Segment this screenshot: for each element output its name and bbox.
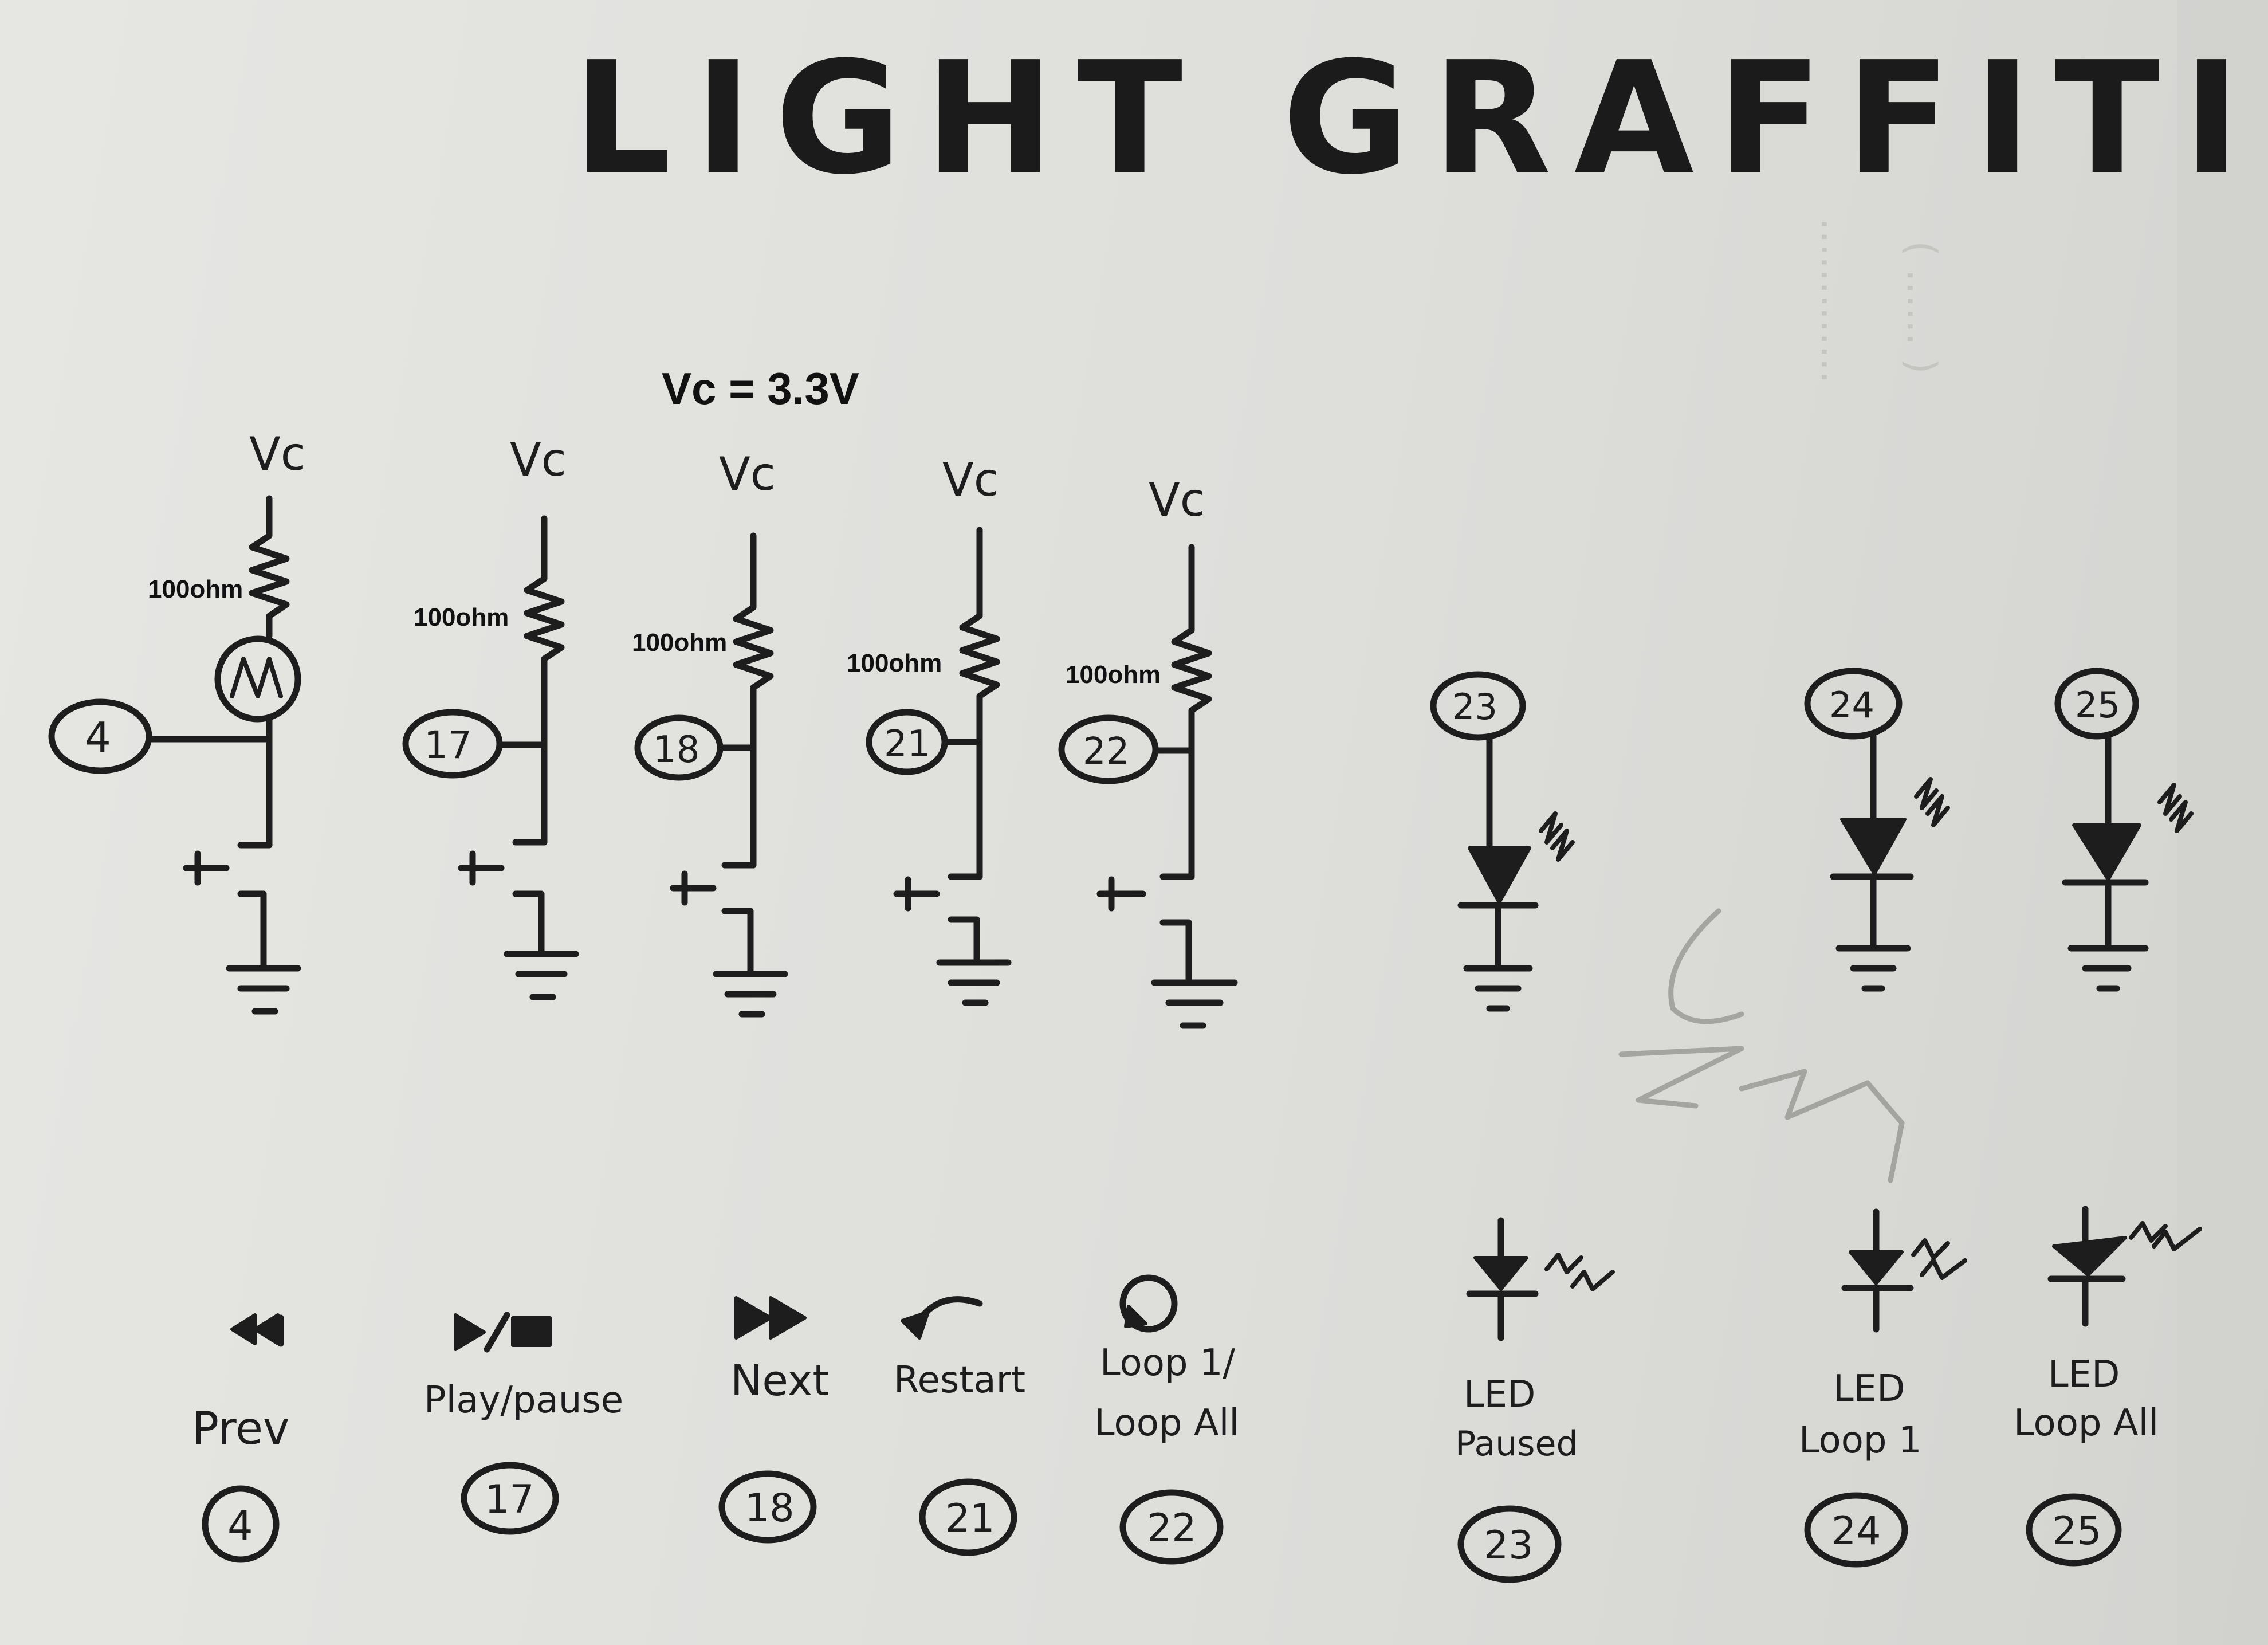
pin-label-25: 25 bbox=[2075, 684, 2120, 726]
vc-label: Vc bbox=[942, 453, 999, 507]
pin-label-18: 18 bbox=[653, 729, 699, 771]
vc-label: Vc bbox=[1149, 473, 1205, 527]
supply-voltage-note: Vc = 3.3V bbox=[662, 363, 859, 414]
page-title: LIGHT GRAFFITI bbox=[573, 28, 2263, 209]
led-symbol-icon bbox=[1466, 1217, 1615, 1341]
pin-label-17: 17 bbox=[424, 723, 472, 767]
legend-pin: 4 bbox=[227, 1502, 253, 1549]
legend-label-line2: Loop All bbox=[2014, 1402, 2159, 1444]
legend-pin: 24 bbox=[1831, 1509, 1881, 1554]
legend-label: LED bbox=[1464, 1373, 1535, 1416]
pin-label-24: 24 bbox=[1829, 684, 1874, 726]
legend-item-loop: Loop 1/ Loop All 22 bbox=[1094, 1274, 1239, 1565]
svg-text:.............: ............. bbox=[1812, 218, 1859, 383]
legend-label: Loop 1/ bbox=[1100, 1342, 1236, 1384]
led-symbol-icon bbox=[2047, 1206, 2202, 1327]
resistor-label: 100ohm bbox=[1066, 661, 1161, 689]
legend-pin: 25 bbox=[2052, 1509, 2102, 1554]
pin-label-22: 22 bbox=[1083, 731, 1129, 773]
loop-icon bbox=[1119, 1274, 1178, 1333]
legend-pin: 22 bbox=[1147, 1506, 1197, 1551]
vc-label: Vc bbox=[249, 427, 306, 481]
button-circuit-pin-18: Vc 18 100ohm bbox=[632, 447, 788, 1018]
led-symbol-icon bbox=[1841, 1208, 1967, 1333]
legend-pin: 17 bbox=[485, 1477, 534, 1522]
vc-label: Vc bbox=[510, 433, 567, 486]
restart-arrow-icon bbox=[901, 1296, 983, 1340]
legend-item-led-loop-all: LED Loop All 25 bbox=[2014, 1206, 2202, 1567]
led-circuit-pin-24: 24 bbox=[1804, 668, 1950, 992]
legend-item-restart: Restart 21 bbox=[894, 1296, 1025, 1556]
legend-label: Next bbox=[730, 1356, 829, 1405]
play-pause-icon bbox=[454, 1312, 552, 1353]
resistor-label: 100ohm bbox=[148, 575, 243, 603]
rewind-icon bbox=[230, 1313, 284, 1347]
resistor-label: 100ohm bbox=[632, 629, 727, 657]
button-circuit-pin-17: Vc 17 100ohm bbox=[402, 433, 579, 1000]
pin-label-23: 23 bbox=[1452, 686, 1497, 728]
legend-item-prev: Prev 4 bbox=[192, 1313, 289, 1563]
legend-label-line2: Loop All bbox=[1094, 1402, 1239, 1444]
led-circuit-pin-25: 25 bbox=[2054, 668, 2194, 992]
legend-label-line2: Loop 1 bbox=[1799, 1419, 1922, 1462]
vc-label: Vc bbox=[719, 447, 776, 501]
button-circuit-pin-22: Vc 22 100ohm bbox=[1058, 473, 1238, 1029]
pencil-scribble bbox=[1618, 908, 1905, 1183]
resistor-label: 100ohm bbox=[847, 649, 942, 677]
button-circuit-pin-21: Vc 21 100ohm bbox=[847, 453, 1012, 1006]
legend-item-next: Next 18 bbox=[718, 1296, 829, 1544]
resistor-label: 100ohm bbox=[414, 603, 509, 631]
legend-item-play-pause: Play/pause 17 bbox=[424, 1312, 623, 1535]
button-circuit-pin-4: Vc 4 100ohm bbox=[48, 427, 306, 1015]
legend-label: Play/pause bbox=[424, 1379, 623, 1422]
legend-pin: 23 bbox=[1484, 1523, 1534, 1568]
pin-label-4: 4 bbox=[85, 713, 111, 761]
legend-label: Prev bbox=[192, 1403, 289, 1455]
bleed-through-texture: ( ...... ) ............. bbox=[1812, 0, 2268, 1645]
svg-text:( ...... ): ( ...... ) bbox=[1898, 241, 1945, 374]
fast-forward-icon bbox=[734, 1296, 807, 1340]
legend-label-line2: Paused bbox=[1455, 1424, 1578, 1464]
legend-item-led-loop-1: LED Loop 1 24 bbox=[1799, 1208, 1967, 1568]
legend-label: LED bbox=[1833, 1368, 1905, 1410]
legend-label: LED bbox=[2048, 1353, 2120, 1396]
legend-label: Restart bbox=[894, 1359, 1025, 1401]
led-circuit-pin-23: 23 bbox=[1430, 671, 1575, 1012]
legend-pin: 18 bbox=[745, 1486, 795, 1531]
legend-item-led-paused: LED Paused 23 bbox=[1455, 1217, 1615, 1583]
legend-pin: 21 bbox=[945, 1496, 995, 1541]
pin-label-21: 21 bbox=[884, 723, 930, 765]
